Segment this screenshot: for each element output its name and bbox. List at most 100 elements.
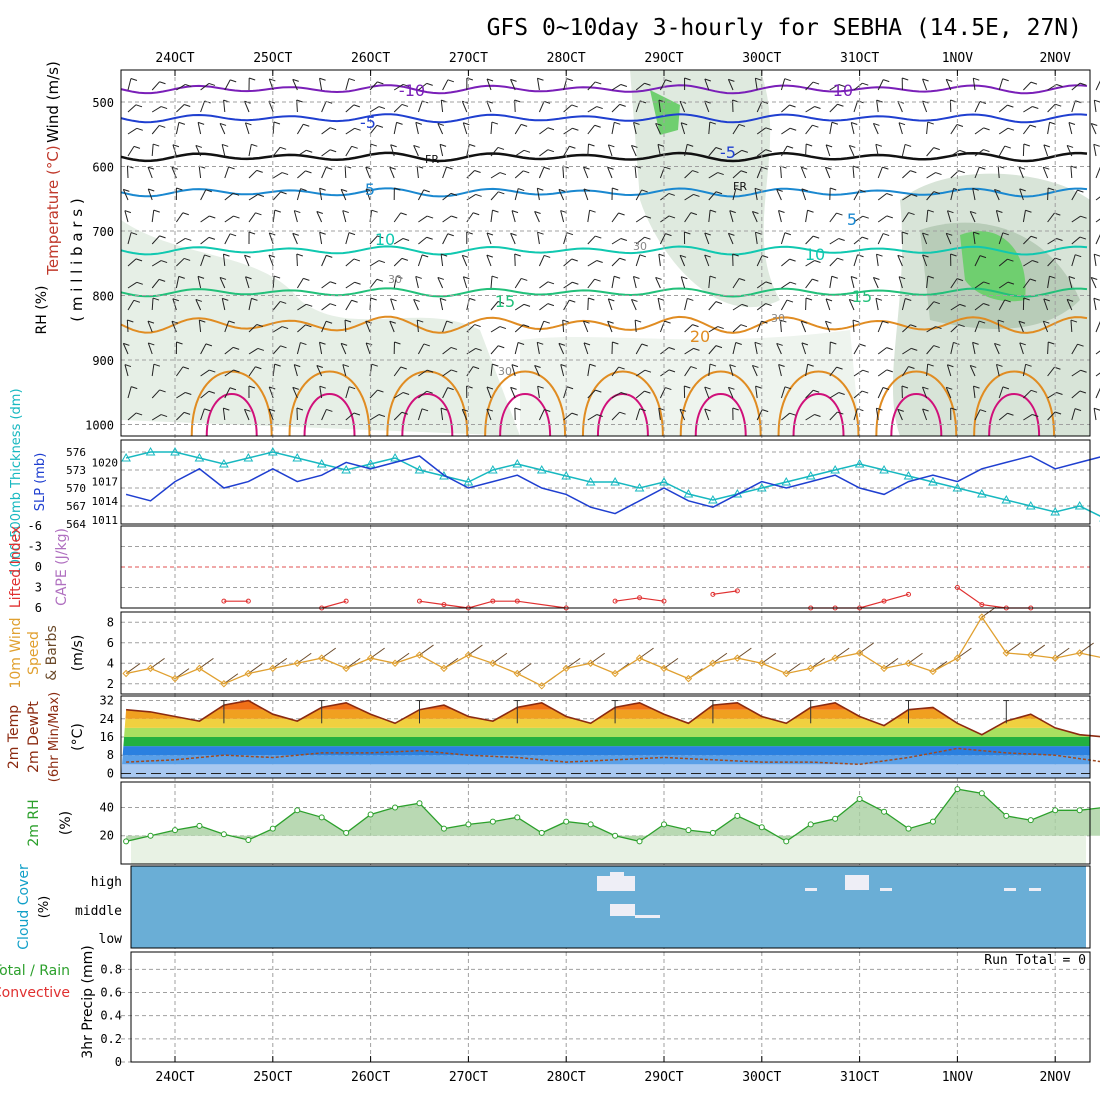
wind-barb	[1071, 408, 1076, 421]
wind-barb	[175, 212, 184, 223]
wind-barb	[417, 343, 425, 355]
wind-barb	[466, 212, 474, 223]
wind-barb-10m	[296, 652, 312, 664]
wind-barb	[972, 342, 976, 355]
wind-barb-flag	[510, 386, 517, 390]
wind-barb	[393, 257, 403, 267]
wind-barb	[393, 84, 404, 91]
wind-barb	[319, 342, 323, 355]
wind-barb-10m	[590, 652, 605, 664]
wind-barb-flag	[370, 297, 377, 301]
wind-barb-flag	[849, 298, 856, 302]
wind-barb-flag	[620, 84, 628, 87]
wind-barb-flag	[326, 166, 333, 170]
wind-barb	[679, 255, 686, 267]
wind-barb-flag	[709, 121, 716, 125]
wind-barb-flag	[124, 364, 132, 368]
wind-barb-flag	[543, 100, 551, 104]
wind-barb-flag	[228, 320, 235, 324]
wind-barb	[825, 144, 831, 157]
wind-barb	[756, 303, 766, 311]
wind-barb-flag	[566, 232, 574, 236]
wind-barb-flag	[644, 215, 652, 219]
wind-barb-flag	[389, 320, 396, 324]
wind-barb	[829, 238, 839, 245]
wind-barb	[805, 235, 814, 245]
wind-speed-point	[562, 664, 570, 673]
wind-barb-flag	[351, 145, 358, 149]
wind-tick-label: 8	[107, 615, 114, 629]
wind-barb-flag	[790, 127, 797, 131]
wind-barb-flag	[377, 389, 384, 393]
wind-barb	[727, 387, 734, 399]
wind-barb-flag	[182, 212, 189, 216]
wind-barb	[872, 123, 879, 135]
wind-barb-flag	[370, 143, 377, 147]
precip-tick-label: 0.4	[100, 1009, 122, 1023]
wind-barb-flag	[784, 232, 792, 236]
wind-barb-flag	[371, 363, 378, 367]
thickness-point	[170, 446, 180, 456]
wind-barb-flag	[537, 341, 544, 345]
wind-barb-flag	[440, 297, 447, 301]
wind-barb-flag	[571, 258, 578, 262]
thickness-point	[1074, 500, 1085, 510]
wind-barb	[778, 210, 782, 223]
wind-barb	[926, 147, 935, 157]
wind-speed-point	[293, 659, 301, 667]
wind-barb-flag	[857, 254, 864, 258]
wind-barb	[1095, 196, 1100, 201]
wind-barb	[1095, 80, 1100, 91]
wind-barb-flag	[789, 281, 797, 285]
wind-barb	[756, 127, 767, 135]
wind-barb-flag	[537, 231, 544, 235]
wind-barb-flag	[378, 106, 386, 110]
wind-barb	[704, 78, 710, 91]
wind-barb-flag	[123, 188, 130, 192]
wind-barb	[901, 366, 909, 377]
wind-barb-flag	[439, 143, 447, 147]
wind-barb-flag	[613, 275, 621, 279]
wind-barb-flag	[340, 188, 348, 192]
rh-point	[612, 832, 619, 839]
wind-barb	[805, 106, 815, 113]
wind-barb	[369, 106, 380, 113]
wind-barb-flag	[560, 210, 567, 214]
wind-barb	[631, 299, 637, 311]
wind-speed-point	[904, 659, 913, 667]
wind-barb	[221, 144, 226, 157]
wind-barb	[224, 192, 234, 201]
wind-barb	[853, 189, 860, 201]
wind-barb	[511, 364, 516, 377]
wind-barb	[538, 101, 545, 113]
wind-barb-flag	[469, 297, 476, 301]
wind-barb-flag	[738, 123, 746, 127]
wind-barb-flag	[953, 187, 960, 191]
wind-barb-flag	[135, 412, 143, 416]
wind-barb-flag	[255, 212, 262, 216]
wind-barb-flag	[837, 257, 844, 261]
thickness-point	[194, 452, 205, 462]
wind-barb-flag	[994, 342, 1001, 346]
wind-barb	[268, 232, 274, 245]
wind-barb-flag	[251, 297, 258, 301]
wind-barb	[176, 84, 186, 91]
wind-barb	[1023, 260, 1033, 267]
wind-barb	[1090, 277, 1097, 289]
lifted-index-point	[514, 598, 520, 604]
wind-barb	[369, 125, 378, 135]
wind-barb	[853, 100, 859, 113]
wind-speed-point	[660, 664, 668, 673]
wind-barb-flag	[786, 299, 794, 303]
rh-point	[636, 838, 643, 845]
wind-barb-flag	[135, 258, 143, 262]
wind-barb	[800, 321, 807, 333]
thickness-point	[634, 482, 645, 492]
wind-barb	[344, 165, 347, 179]
wind-barb-flag	[862, 236, 869, 240]
wind-barb	[418, 236, 428, 245]
wind-barb	[587, 364, 591, 377]
thickness-point	[1001, 494, 1012, 504]
rh-ylabel-units: (%)	[58, 811, 74, 835]
wind-barb	[805, 143, 807, 157]
